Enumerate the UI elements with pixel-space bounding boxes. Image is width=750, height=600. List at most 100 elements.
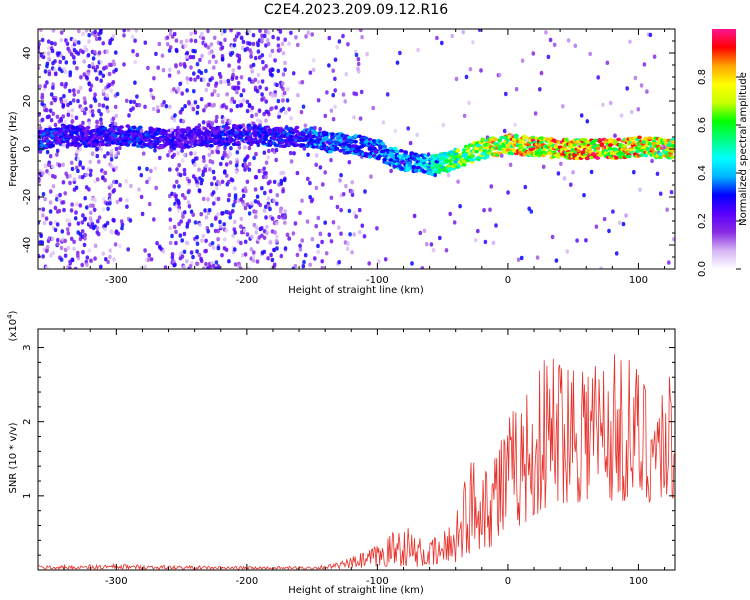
spectrogram-cell [168,207,172,212]
spectrogram-cell [147,257,151,262]
spectrogram-cell [258,202,263,208]
spectrogram-cell [573,43,578,48]
spectrogram-cell [371,105,376,111]
spectrogram-cell [264,99,269,104]
spectrogram-cell [147,176,152,181]
spectrogram-cell [51,85,55,90]
spectrogram-cell [314,224,319,229]
spectrogram-cell [167,48,172,53]
spectrogram-cell [93,179,97,184]
spectrogram-cell [272,179,277,185]
spectrogram-cell [474,149,479,154]
spectrogram-cell [161,249,166,254]
spectrogram-cell [80,220,85,225]
spectrogram-cell [456,179,460,184]
spectrogram-cell [228,160,233,165]
spectrogram-cell [193,151,197,156]
spectrogram-cell [43,104,47,110]
spectrogram-cell [201,172,205,177]
spectrogram-cell [230,76,235,82]
spectrogram-cell [270,48,275,54]
spectrogram-cell [69,160,74,165]
spectrogram-cell [153,148,157,153]
spectrogram-cell [125,204,129,209]
spectrogram-cell [239,240,243,246]
spectrogram-cell [484,155,490,159]
spectrogram-cell [239,93,244,98]
spectrogram-cell [63,238,67,244]
x-tick-label: 100 [629,275,648,286]
spectrogram-cell [258,29,262,33]
y-tick-label: 0 [22,146,33,152]
spectrogram-cell [95,153,100,159]
spectrogram-cell [180,107,185,112]
spectrogram-cell [666,143,672,147]
spectrogram-cell [234,163,239,168]
spectrogram-cell [672,237,675,242]
spectrogram-cell [106,142,112,147]
spectrogram-cell [212,201,216,206]
spectrogram-cell [550,234,555,240]
spectrogram-cell [222,29,227,34]
spectrogram-cell [129,183,133,189]
spectrogram-cell [57,197,62,202]
spectrogram-cell [68,70,73,75]
spectrogram-cell [339,173,343,178]
spectrogram-cell [433,172,438,178]
spectrogram-cell [636,107,641,112]
spectrogram-cell [172,87,176,92]
spectrogram-cell [185,80,190,85]
spectrogram-cell [183,43,187,49]
spectrogram-cell [223,169,227,174]
spectrogram-cell [146,65,150,71]
spectrogram-cell [189,250,194,255]
spectrogram-cell [105,49,109,54]
spectrogram-cell [187,218,192,224]
spectrogram-cell [157,244,162,249]
spectrogram-cell [120,226,124,231]
spectrogram-cell [95,147,99,152]
spectrogram-cell [50,48,55,54]
spectrogram-cell [305,219,310,224]
spectrogram-cell [571,170,575,175]
spectrogram-cell [195,110,200,116]
spectrogram-cell [350,192,355,197]
spectrogram-cell [204,215,209,220]
spectrogram-cell [193,77,197,82]
spectrogram-cell [191,212,195,217]
spectrogram-cell [450,33,455,39]
spectrogram-cell [48,200,53,205]
x-tick-label: -200 [236,275,259,286]
spectrogram-cell [283,220,287,225]
spectrogram-cell [275,234,279,239]
spectrogram-cell [278,207,283,212]
spectrogram-cell [461,163,467,167]
spectrogram-cell [192,71,196,76]
spectrogram-cell [280,41,285,46]
spectrogram-cell [207,59,212,65]
spectrogram-cell [352,211,357,216]
spectrogram-cell [467,100,471,106]
spectrogram-cell [243,252,248,257]
spectrogram-cell [595,156,601,160]
spectrogram-cell [69,208,74,213]
spectrogram-cell [247,266,251,269]
spectrogram-cell [352,115,356,120]
spectrogram-cell [359,29,363,33]
spectrogram-cell [311,67,316,73]
spectrogram-cell [76,168,80,174]
spectrogram-cell [424,242,429,247]
spectrogram-cell [233,186,237,191]
spectrogram-cell [281,72,286,77]
spectrogram-cell [265,230,269,236]
spectrogram-cell [197,123,202,128]
spectrogram-cell [337,260,342,265]
spectrogram-cell [50,236,55,242]
spectrogram-cell [257,55,262,60]
spectrogram-cell [233,262,238,267]
spectrogram-cell [323,170,328,175]
spectrogram-cell [129,99,133,105]
y-tick-label: 20 [22,95,33,108]
spectrogram-cell [296,93,300,98]
spectrogram-cell [90,109,95,114]
